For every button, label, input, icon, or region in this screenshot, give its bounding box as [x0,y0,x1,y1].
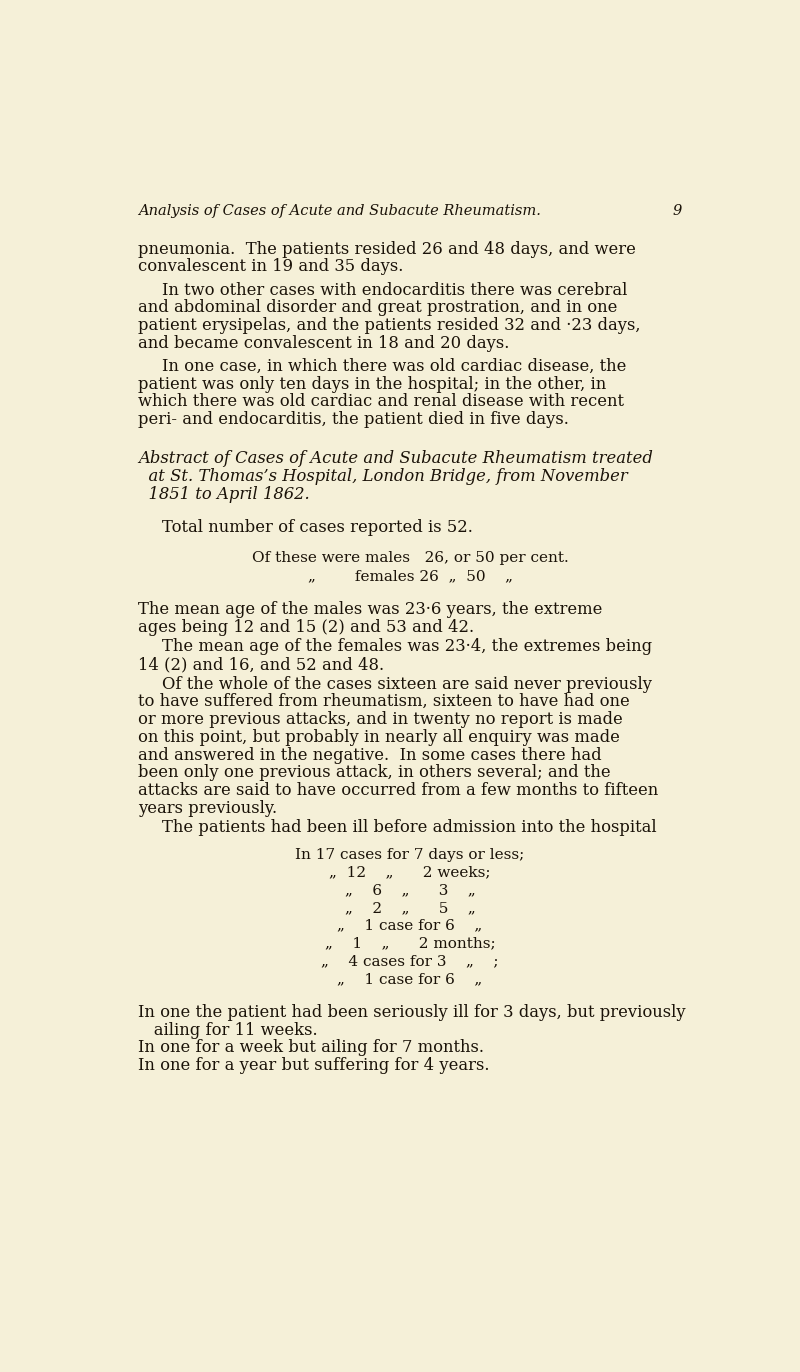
Text: The patients had been ill before admission into the hospital: The patients had been ill before admissi… [162,819,657,837]
Text: convalescent in 19 and 35 days.: convalescent in 19 and 35 days. [138,258,404,276]
Text: Total number of cases reported is 52.: Total number of cases reported is 52. [162,520,473,536]
Text: „  12    „      2 weeks;: „ 12 „ 2 weeks; [330,866,490,879]
Text: In 17 cases for 7 days or less;: In 17 cases for 7 days or less; [295,848,525,862]
Text: The mean age of the males was 23·6 years, the extreme: The mean age of the males was 23·6 years… [138,601,603,617]
Text: to have suffered from rheumatism, sixteen to have had one: to have suffered from rheumatism, sixtee… [138,693,630,711]
Text: at St. Thomas’s Hospital, London Bridge, from November: at St. Thomas’s Hospital, London Bridge,… [138,468,628,484]
Text: „        females 26  „  50    „: „ females 26 „ 50 „ [307,569,513,583]
Text: In one for a year but suffering for 4 years.: In one for a year but suffering for 4 ye… [138,1056,490,1074]
Text: attacks are said to have occurred from a few months to fifteen: attacks are said to have occurred from a… [138,782,658,799]
Text: „    2    „      5    „: „ 2 „ 5 „ [345,901,475,915]
Text: ailing for 11 weeks.: ailing for 11 weeks. [138,1022,318,1039]
Text: patient was only ten days in the hospital; in the other, in: patient was only ten days in the hospita… [138,376,606,392]
Text: 14 (2) and 16, and 52 and 48.: 14 (2) and 16, and 52 and 48. [138,656,385,674]
Text: Analysis of Cases of Acute and Subacute Rheumatism.: Analysis of Cases of Acute and Subacute … [138,203,542,218]
Text: or more previous attacks, and in twenty no report is made: or more previous attacks, and in twenty … [138,711,623,729]
Text: peri- and endocarditis, the patient died in five days.: peri- and endocarditis, the patient died… [138,412,570,428]
Text: „    6    „      3    „: „ 6 „ 3 „ [345,884,475,897]
Text: Of the whole of the cases sixteen are said never previously: Of the whole of the cases sixteen are sa… [162,675,652,693]
Text: ages being 12 and 15 (2) and 53 and 42.: ages being 12 and 15 (2) and 53 and 42. [138,619,474,635]
Text: In one the patient had been seriously ill for 3 days, but previously: In one the patient had been seriously il… [138,1004,686,1021]
Text: been only one previous attack, in others several; and the: been only one previous attack, in others… [138,764,611,781]
Text: and became convalescent in 18 and 20 days.: and became convalescent in 18 and 20 day… [138,335,510,351]
Text: Abstract of Cases of Acute and Subacute Rheumatism treated: Abstract of Cases of Acute and Subacute … [138,450,654,466]
Text: The mean age of the females was 23·4, the extremes being: The mean age of the females was 23·4, th… [162,638,652,656]
Text: „    4 cases for 3    „    ;: „ 4 cases for 3 „ ; [322,954,498,969]
Text: „    1 case for 6    „: „ 1 case for 6 „ [338,919,482,933]
Text: In one case, in which there was old cardiac disease, the: In one case, in which there was old card… [162,358,626,375]
Text: pneumonia.  The patients resided 26 and 48 days, and were: pneumonia. The patients resided 26 and 4… [138,240,636,258]
Text: and answered in the negative.  In some cases there had: and answered in the negative. In some ca… [138,746,602,764]
Text: „    1 case for 6    „: „ 1 case for 6 „ [338,971,482,986]
Text: on this point, but probably in nearly all enquiry was made: on this point, but probably in nearly al… [138,729,620,746]
Text: years previously.: years previously. [138,800,278,816]
Text: In two other cases with endocarditis there was cerebral: In two other cases with endocarditis the… [162,281,627,299]
Text: 1851 to April 1862.: 1851 to April 1862. [138,486,310,502]
Text: Of these were males   26, or 50 per cent.: Of these were males 26, or 50 per cent. [252,552,568,565]
Text: In one for a week but ailing for 7 months.: In one for a week but ailing for 7 month… [138,1040,485,1056]
Text: „    1    „      2 months;: „ 1 „ 2 months; [325,937,495,951]
Text: which there was old cardiac and renal disease with recent: which there was old cardiac and renal di… [138,394,625,410]
Text: and abdominal disorder and great prostration, and in one: and abdominal disorder and great prostra… [138,299,618,317]
Text: 9: 9 [672,203,682,218]
Text: patient erysipelas, and the patients resided 32 and ·23 days,: patient erysipelas, and the patients res… [138,317,641,333]
